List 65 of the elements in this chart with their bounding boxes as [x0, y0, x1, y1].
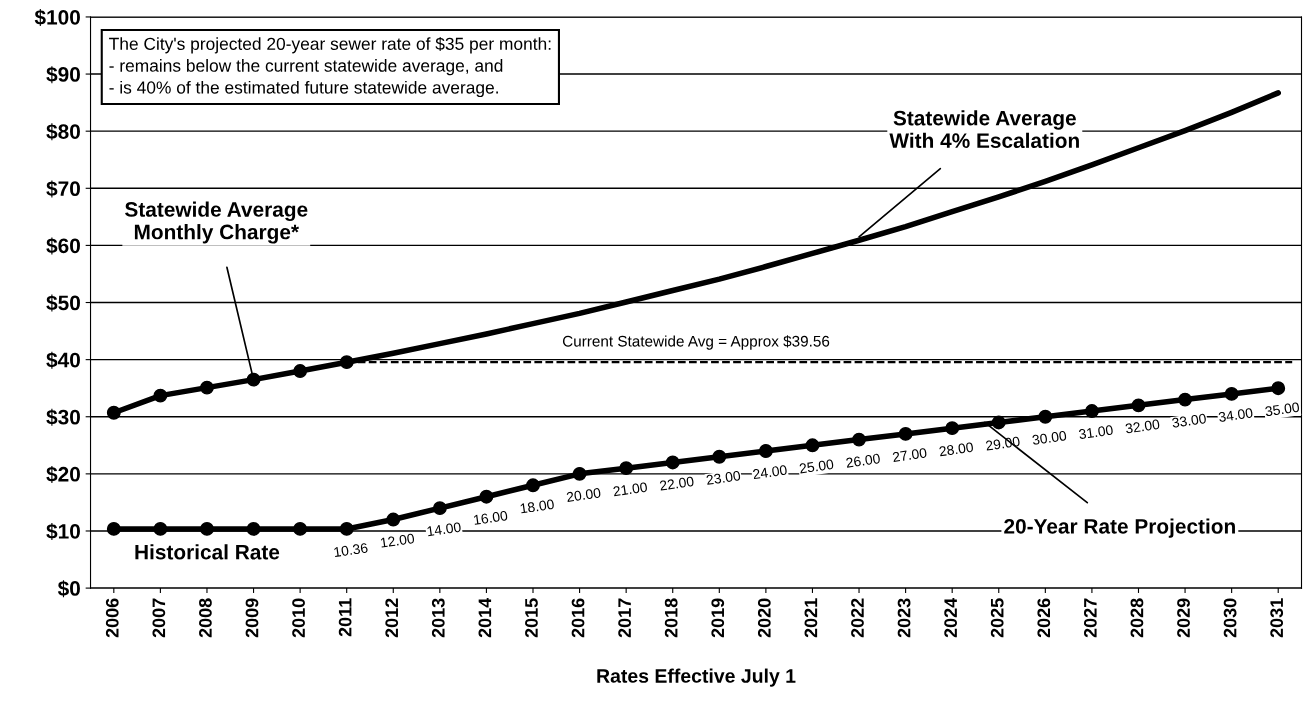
x-tick-label: 2023 — [897, 598, 911, 638]
data-label: 10.36 — [333, 542, 368, 558]
data-label: 20.00 — [566, 487, 601, 503]
x-tick-label: 2012 — [385, 598, 399, 638]
x-tick-label: 2014 — [478, 597, 492, 638]
data-label: 21.00 — [612, 481, 648, 497]
x-tick-label: 2010 — [292, 598, 305, 638]
y-tick-label: $70 — [46, 180, 80, 198]
y-tick-label: $30 — [46, 408, 80, 426]
data-label: 12.00 — [380, 533, 415, 548]
y-tick-label: $80 — [46, 123, 80, 141]
data-label: 26.00 — [845, 453, 881, 468]
x-tick-label: 2006 — [105, 598, 119, 638]
x-axis-title: Rates Effective July 1 — [597, 668, 796, 687]
x-tick-label: 2027 — [1083, 598, 1097, 638]
x-tick-label: 2029 — [1177, 598, 1190, 638]
x-tick-label: 2030 — [1223, 598, 1237, 638]
x-tick-label: 2015 — [525, 598, 538, 638]
x-tick-label: 2031 — [1270, 598, 1284, 638]
data-label: 23.00 — [706, 470, 741, 485]
x-tick-label: 2009 — [245, 598, 259, 638]
y-tick-label: $10 — [46, 523, 80, 541]
data-label: 16.00 — [473, 510, 508, 525]
x-tick-label: 2011 — [338, 598, 352, 637]
y-tick-label: $20 — [46, 465, 80, 483]
data-label: 30.00 — [1031, 430, 1067, 446]
data-label: 33.00 — [1171, 413, 1207, 428]
annotation: Statewide Average With 4% Escalation — [889, 110, 1079, 149]
x-tick-label: 2022 — [851, 598, 864, 638]
ref-line-label: Current Statewide Avg = Approx $39.56 — [562, 335, 830, 350]
data-label: 27.00 — [892, 447, 927, 463]
x-tick-label: 2016 — [571, 598, 585, 638]
annotation: 20-Year Rate Projection — [1004, 518, 1235, 538]
data-label: 29.00 — [985, 436, 1021, 451]
data-label: 31.00 — [1078, 424, 1114, 440]
y-tick-label: $100 — [34, 9, 80, 27]
data-label: 35.00 — [1264, 402, 1300, 417]
y-tick-label: $40 — [46, 351, 80, 369]
x-tick-label: 2028 — [1130, 598, 1144, 638]
annotation: Statewide Average Monthly Charge* — [125, 201, 308, 244]
data-label: 34.00 — [1218, 407, 1253, 423]
x-tick-label: 2025 — [990, 598, 1004, 638]
data-label: 24.00 — [752, 464, 788, 480]
data-label: 14.00 — [427, 521, 462, 537]
data-label: 18.00 — [520, 499, 555, 514]
x-tick-label: 2024 — [944, 597, 958, 638]
y-tick-label: $60 — [46, 237, 80, 255]
y-tick-label: $90 — [46, 66, 80, 84]
x-tick-label: 2026 — [1037, 598, 1051, 638]
annotation: Historical Rate — [135, 544, 280, 560]
x-tick-label: 2019 — [711, 598, 725, 638]
x-tick-label: 2007 — [152, 598, 166, 638]
x-tick-label: 2020 — [757, 598, 771, 638]
x-tick-label: 2018 — [664, 598, 678, 638]
x-tick-label: 2017 — [618, 598, 631, 638]
data-label: 28.00 — [938, 442, 974, 457]
x-tick-label: 2008 — [199, 598, 212, 638]
data-label: 32.00 — [1125, 419, 1160, 434]
x-tick-label: 2013 — [431, 598, 445, 638]
annotation: The City's projected 20-year sewer rate of $35 per month: - remains below the current statewide average, and - is 40% of the estimated future statewide average. — [109, 36, 551, 98]
y-tick-label: $50 — [46, 294, 80, 312]
y-tick-label: $0 — [57, 580, 80, 598]
data-label: 25.00 — [799, 459, 834, 474]
x-tick-label: 2021 — [804, 598, 818, 638]
data-label: 22.00 — [659, 476, 695, 491]
